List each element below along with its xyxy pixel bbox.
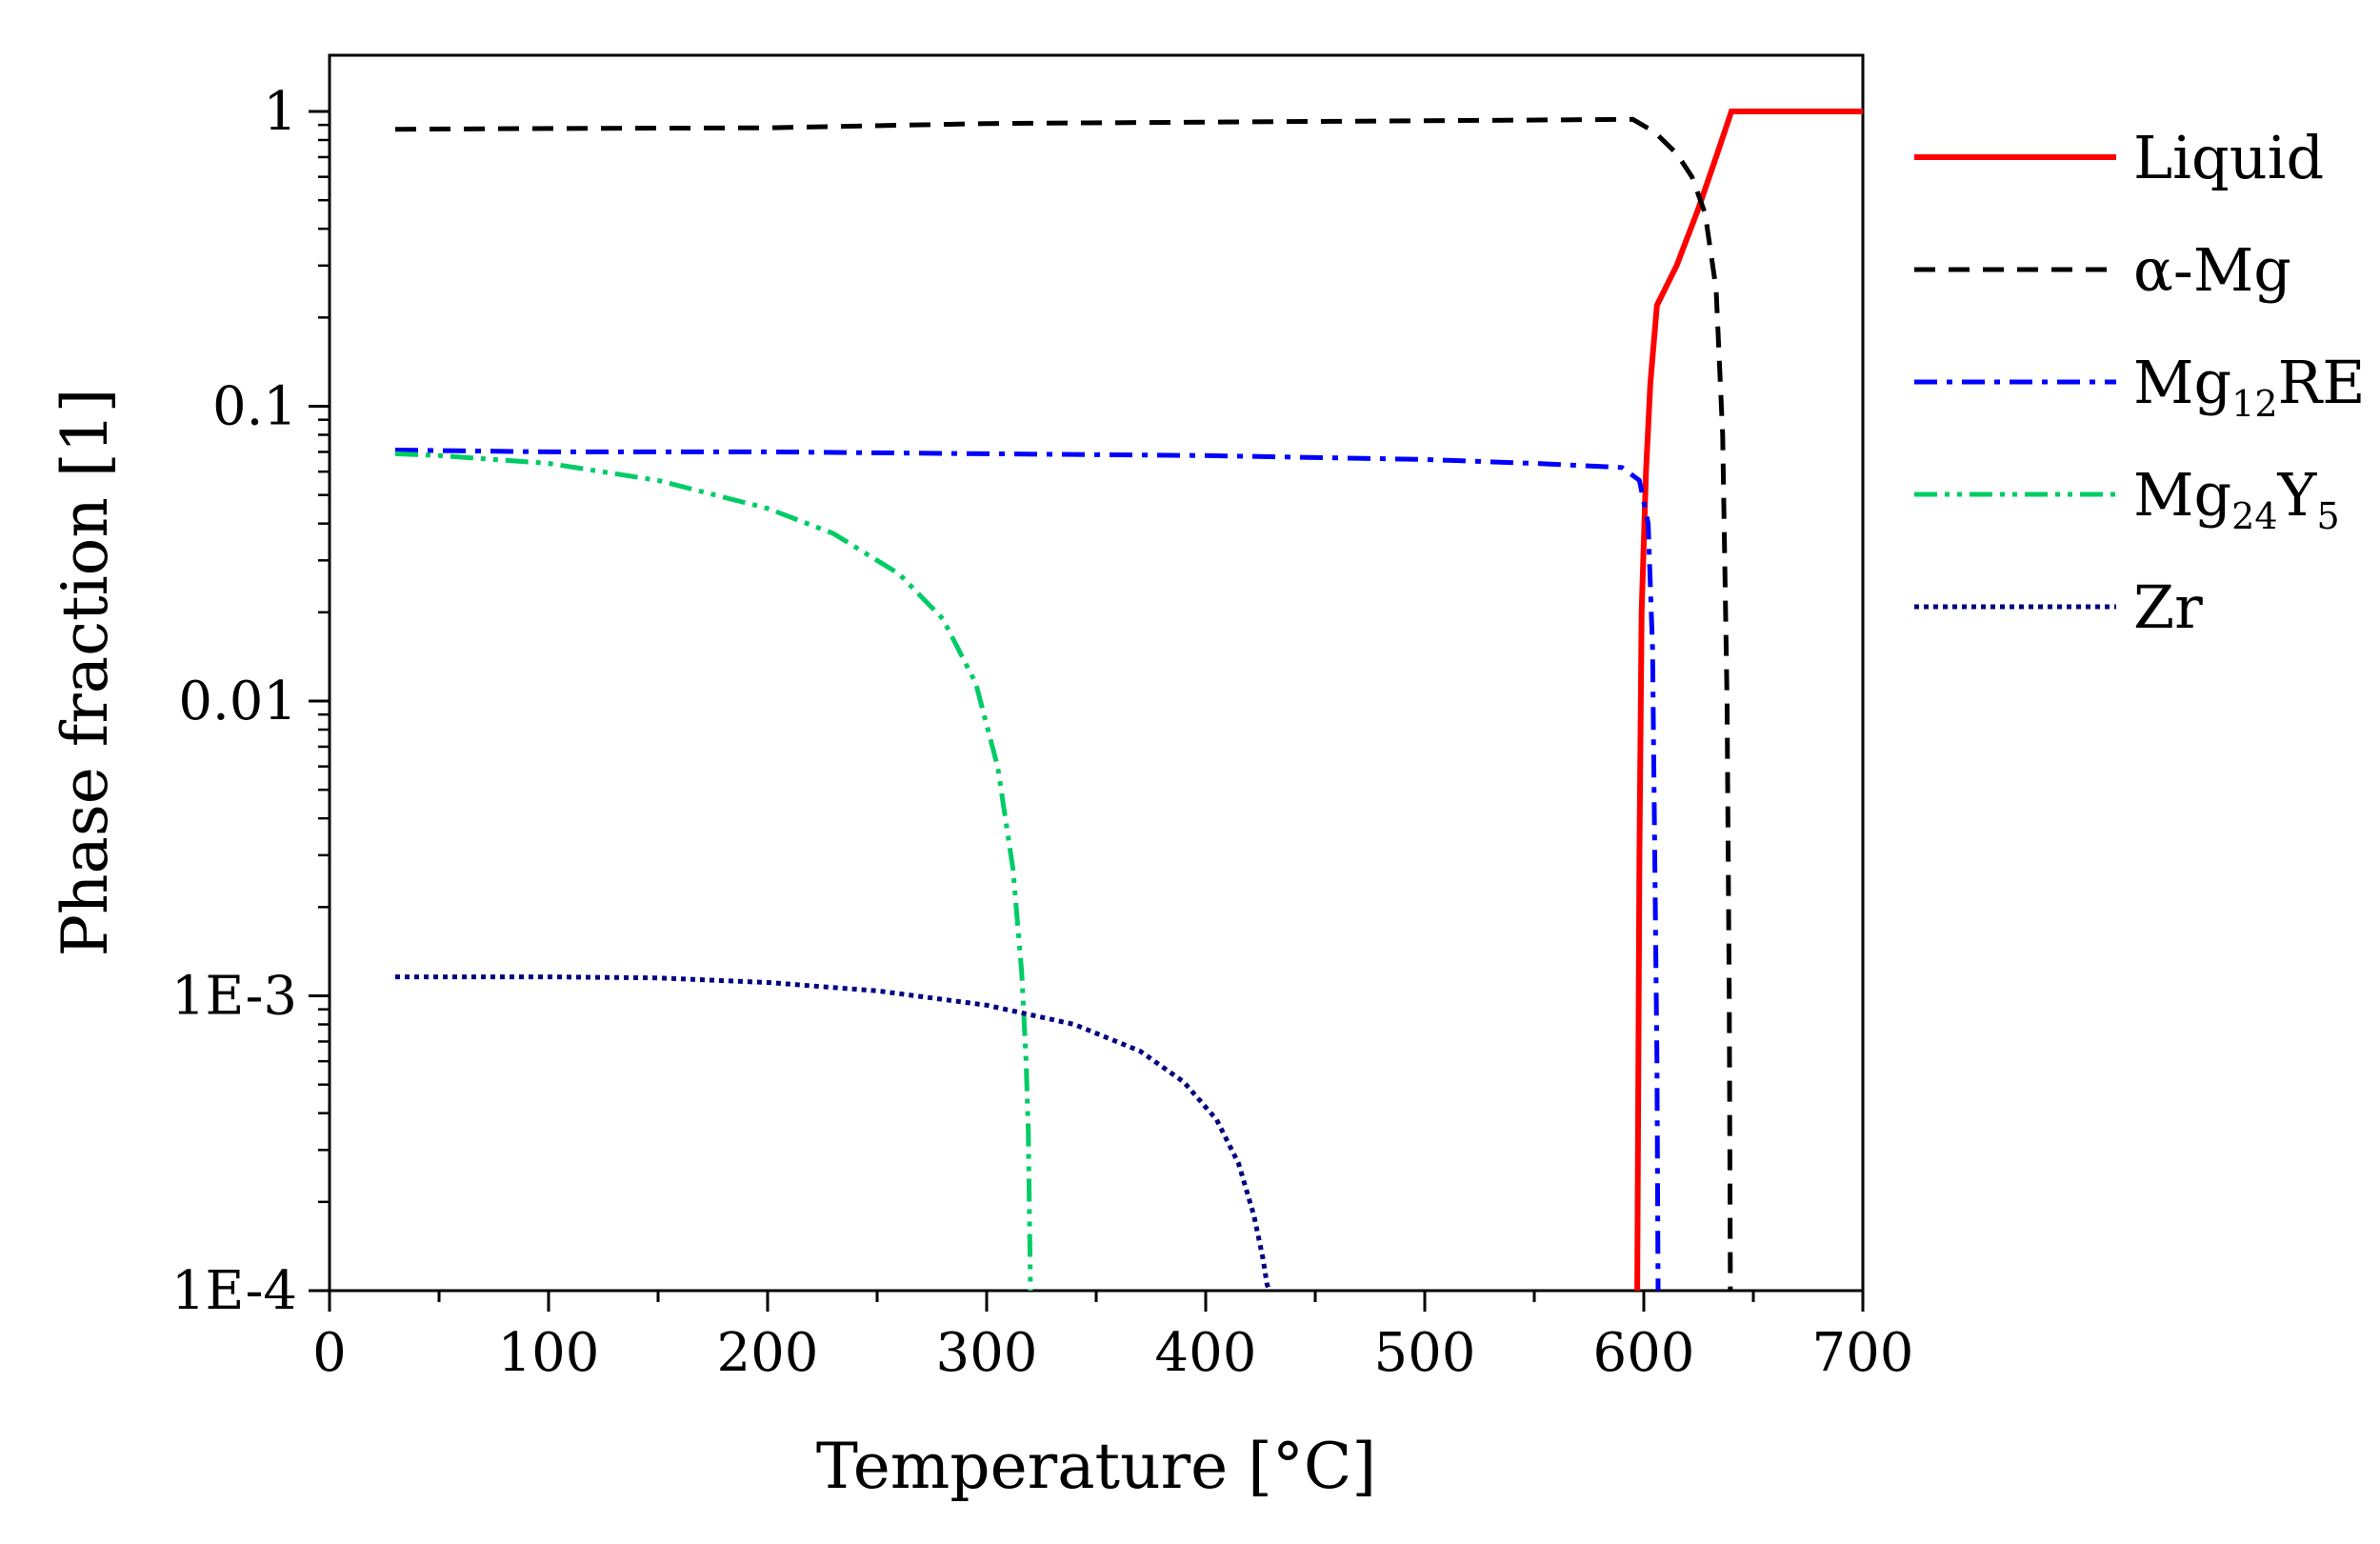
legend-label: Liquid	[2133, 123, 2324, 192]
series-line-zr	[395, 974, 1272, 1292]
x-axis-title: Temperature [°C]	[816, 1430, 1376, 1503]
y-tick-label: 0.1	[212, 376, 297, 438]
x-axis-ticks: 0 100 200 300 400 500 600 700	[312, 1291, 1913, 1384]
y-tick-label: 1	[263, 81, 297, 143]
series-line-mg24y5	[394, 451, 1033, 1292]
series-line-liquid	[1634, 109, 1863, 1292]
legend-label-part: 12	[2231, 383, 2277, 425]
legend-label-part: 5	[2316, 495, 2339, 537]
x-tick-label: 300	[936, 1322, 1038, 1384]
legend-label: Zr	[2133, 572, 2203, 642]
legend-label-part: RE	[2278, 348, 2366, 417]
plot-frame	[328, 53, 1865, 1293]
series-lines	[394, 109, 1863, 1292]
y-tick-label: 1E-3	[171, 966, 297, 1028]
series-line--mg	[394, 116, 1733, 1292]
y-axis-ticks: 1 0.1 0.01 1E-3 1E-4	[171, 81, 330, 1322]
legend-label-part: α-Mg	[2133, 235, 2291, 305]
y-tick-label: 0.01	[178, 671, 297, 732]
x-tick-label: 100	[498, 1322, 600, 1384]
legend-label: Mg24Y5	[2133, 460, 2340, 537]
y-axis-title: Phase fraction [1]	[49, 389, 122, 957]
y-tick-label: 1E-4	[171, 1260, 297, 1322]
legend-label-part: Mg	[2133, 460, 2231, 530]
legend-label-part: Zr	[2133, 572, 2203, 642]
series-line-mg12re	[394, 448, 1661, 1292]
x-tick-label: 0	[312, 1322, 347, 1384]
x-tick-label: 600	[1593, 1322, 1695, 1384]
legend-label-part: Mg	[2133, 348, 2231, 417]
x-tick-label: 700	[1812, 1322, 1914, 1384]
legend-label: α-Mg	[2133, 235, 2291, 305]
legend-label-part: Liquid	[2133, 123, 2324, 192]
x-tick-label: 200	[717, 1322, 819, 1384]
legend-label-part: Y	[2277, 460, 2318, 530]
x-tick-label: 400	[1155, 1322, 1257, 1384]
legend-label: Mg12RE	[2133, 348, 2365, 425]
legend-label-part: 24	[2231, 495, 2277, 537]
x-tick-label: 500	[1374, 1322, 1476, 1384]
